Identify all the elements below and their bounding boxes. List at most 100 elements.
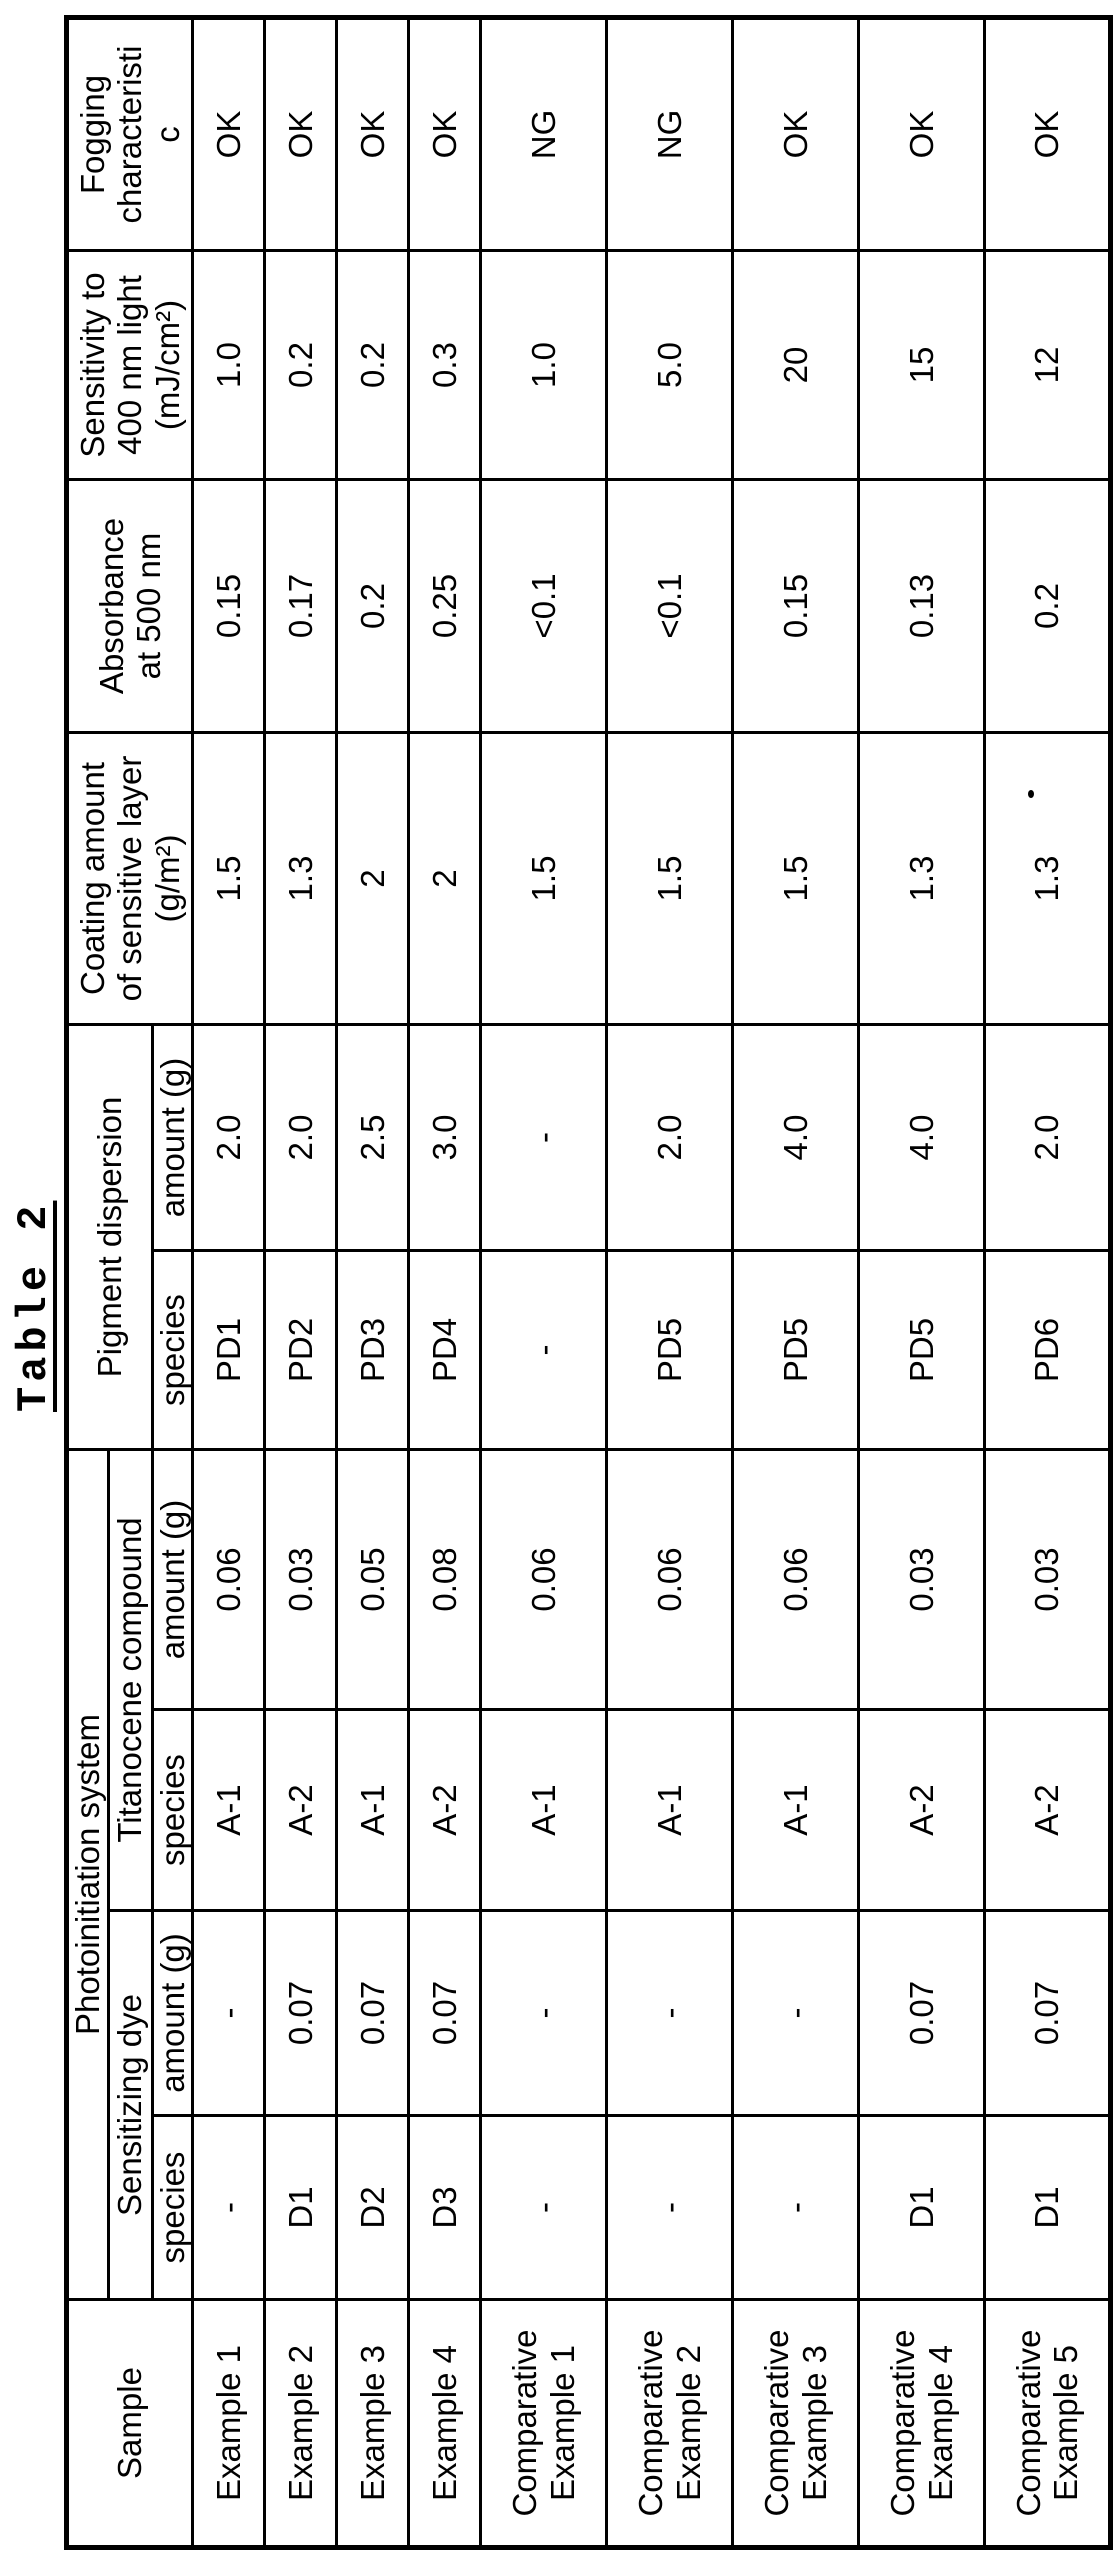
cell-fogging: OK xyxy=(192,17,265,251)
cell-fogging: NG xyxy=(480,17,607,251)
cell-dye-amount: - xyxy=(192,1910,265,2116)
cell-sensitivity: 0.3 xyxy=(408,250,481,480)
cell-pigment-amount: 2.0 xyxy=(192,1024,265,1251)
cell-pigment-amount: 2.0 xyxy=(984,1024,1111,1251)
cell-fogging: OK xyxy=(858,17,985,251)
cell-dye-amount: 0.07 xyxy=(858,1910,985,2116)
table-row-example-2: Example 2 D1 0.07 A-2 0.03 PD2 2.0 1.3 0… xyxy=(264,17,337,2548)
cell-pigment-amount: 3.0 xyxy=(408,1024,481,1251)
header-titanocene-species: species xyxy=(152,1709,193,1911)
cell-sample: Comparative Example 3 xyxy=(732,2299,859,2548)
cell-titanocene-amount: 0.06 xyxy=(606,1449,733,1710)
cell-pigment-species: PD3 xyxy=(336,1250,409,1450)
table-row-example-3: Example 3 D2 0.07 A-1 0.05 PD3 2.5 2 0.2… xyxy=(336,17,409,2548)
cell-dye-amount: 0.07 xyxy=(984,1910,1111,2116)
cell-absorbance: <0.1 xyxy=(606,479,733,733)
cell-sample: Comparative Example 1 xyxy=(480,2299,607,2548)
cell-pigment-species: PD1 xyxy=(192,1250,265,1450)
header-absorbance: Absorbance at 500 nm xyxy=(66,479,193,733)
header-pigment-species: species xyxy=(152,1250,193,1450)
cell-pigment-amount: 2.5 xyxy=(336,1024,409,1251)
cell-titanocene-species: A-2 xyxy=(984,1709,1111,1911)
cell-dye-amount: 0.07 xyxy=(336,1910,409,2116)
cell-coating: 1.5 xyxy=(192,732,265,1025)
cell-titanocene-species: A-1 xyxy=(480,1709,607,1911)
cell-absorbance: 0.2 xyxy=(336,479,409,733)
cell-dye-species: - xyxy=(606,2115,733,2300)
cell-coating: 1.3 xyxy=(984,732,1111,1025)
cell-dye-amount: - xyxy=(480,1910,607,2116)
header-dye-species: species xyxy=(152,2115,193,2300)
cell-pigment-species: PD6 xyxy=(984,1250,1111,1450)
table-row-comparative-1: Comparative Example 1 - - A-1 0.06 - - 1… xyxy=(480,17,607,2548)
cell-pigment-amount: 2.0 xyxy=(264,1024,337,1251)
cell-titanocene-species: A-2 xyxy=(408,1709,481,1911)
header-pigment-dispersion: Pigment dispersion xyxy=(66,1024,153,1450)
cell-pigment-amount: 4.0 xyxy=(732,1024,859,1251)
cell-pigment-species: PD5 xyxy=(732,1250,859,1450)
cell-titanocene-species: A-2 xyxy=(858,1709,985,1911)
cell-pigment-species: PD5 xyxy=(858,1250,985,1450)
cell-titanocene-species: A-2 xyxy=(264,1709,337,1911)
cell-sensitivity: 1.0 xyxy=(192,250,265,480)
cell-dye-amount: 0.07 xyxy=(264,1910,337,2116)
cell-titanocene-amount: 0.03 xyxy=(858,1449,985,1710)
header-row-1: Sample Photoinitiation system Pigment di… xyxy=(66,17,193,2548)
cell-absorbance: 0.13 xyxy=(858,479,985,733)
cell-sensitivity: 0.2 xyxy=(336,250,409,480)
cell-coating: 1.5 xyxy=(606,732,733,1025)
cell-sample: Comparative Example 4 xyxy=(858,2299,985,2548)
cell-coating: 1.5 xyxy=(732,732,859,1025)
header-photoinitiation-system: Photoinitiation system xyxy=(66,1449,109,2300)
cell-fogging: NG xyxy=(606,17,733,251)
cell-dye-species: D3 xyxy=(408,2115,481,2300)
table-row-comparative-3: Comparative Example 3 - - A-1 0.06 PD5 4… xyxy=(732,17,859,2548)
cell-dye-species: - xyxy=(480,2115,607,2300)
cell-coating: 2 xyxy=(336,732,409,1025)
cell-dye-amount: - xyxy=(732,1910,859,2116)
table-row-comparative-5: Comparative Example 5 D1 0.07 A-2 0.03 P… xyxy=(984,17,1111,2548)
cell-coating: 1.3 xyxy=(264,732,337,1025)
table-row-example-1: Example 1 - - A-1 0.06 PD1 2.0 1.5 0.15 … xyxy=(192,17,265,2548)
cell-sample: Comparative Example 5 xyxy=(984,2299,1111,2548)
table-row-example-4: Example 4 D3 0.07 A-2 0.08 PD4 3.0 2 0.2… xyxy=(408,17,481,2548)
cell-coating: 1.3 xyxy=(858,732,985,1025)
cell-dye-amount: 0.07 xyxy=(408,1910,481,2116)
header-titanocene-amount: amount (g) xyxy=(152,1449,193,1710)
cell-dye-species: D1 xyxy=(264,2115,337,2300)
cell-sensitivity: 20 xyxy=(732,250,859,480)
header-fogging: Fogging characteristi c xyxy=(66,17,193,251)
cell-sample: Example 1 xyxy=(192,2299,265,2548)
cell-absorbance: 0.15 xyxy=(192,479,265,733)
cell-pigment-species: PD5 xyxy=(606,1250,733,1450)
cell-sample: Example 3 xyxy=(336,2299,409,2548)
cell-titanocene-species: A-1 xyxy=(192,1709,265,1911)
header-dye-amount: amount (g) xyxy=(152,1910,193,2116)
data-table: Sample Photoinitiation system Pigment di… xyxy=(64,15,1114,2550)
cell-absorbance: <0.1 xyxy=(480,479,607,733)
header-pigment-amount: amount (g) xyxy=(152,1024,193,1251)
cell-dye-species: D2 xyxy=(336,2115,409,2300)
cell-pigment-species: - xyxy=(480,1250,607,1450)
cell-sample: Comparative Example 2 xyxy=(606,2299,733,2548)
cell-absorbance: 0.2 xyxy=(984,479,1111,733)
cell-dye-species: D1 xyxy=(858,2115,985,2300)
header-sensitivity: Sensitivity to 400 nm light (mJ/cm²) xyxy=(66,250,193,480)
cell-absorbance: 0.25 xyxy=(408,479,481,733)
cell-dye-species: - xyxy=(192,2115,265,2300)
cell-sensitivity: 1.0 xyxy=(480,250,607,480)
header-sensitizing-dye: Sensitizing dye xyxy=(108,1910,153,2300)
cell-titanocene-amount: 0.06 xyxy=(192,1449,265,1710)
cell-sensitivity: 5.0 xyxy=(606,250,733,480)
cell-titanocene-species: A-1 xyxy=(336,1709,409,1911)
cell-sensitivity: 12 xyxy=(984,250,1111,480)
cell-sensitivity: 0.2 xyxy=(264,250,337,480)
cell-titanocene-amount: 0.03 xyxy=(984,1449,1111,1710)
cell-pigment-species: PD4 xyxy=(408,1250,481,1450)
cell-absorbance: 0.15 xyxy=(732,479,859,733)
cell-fogging: OK xyxy=(984,17,1111,251)
cell-titanocene-species: A-1 xyxy=(732,1709,859,1911)
cell-pigment-amount: 4.0 xyxy=(858,1024,985,1251)
